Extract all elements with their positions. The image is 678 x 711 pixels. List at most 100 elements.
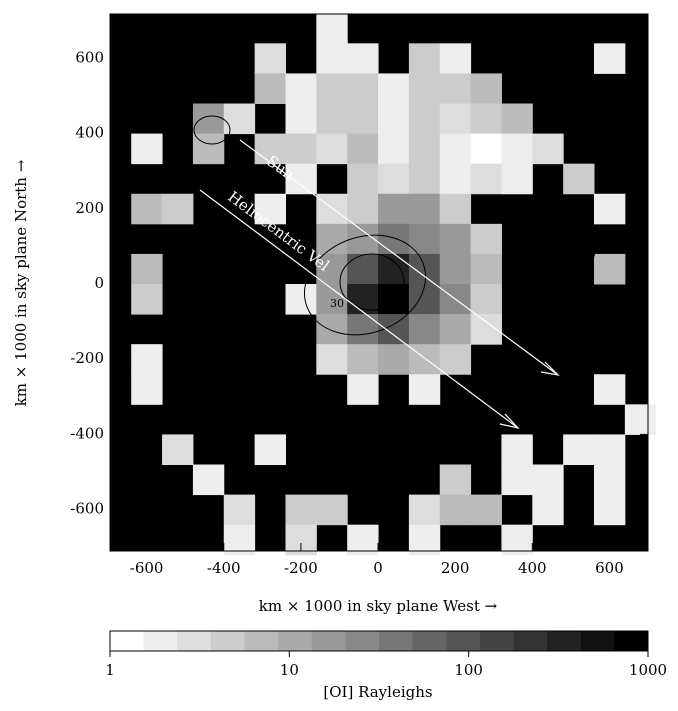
contour-label: 30 — [330, 297, 344, 310]
cell — [470, 223, 502, 255]
colorbar-step — [244, 631, 279, 651]
cell — [439, 103, 472, 135]
cell — [439, 223, 472, 255]
cell — [316, 133, 348, 165]
cell — [470, 494, 502, 526]
cell — [254, 43, 286, 74]
cell — [316, 494, 348, 526]
cell — [594, 253, 626, 285]
cell — [285, 103, 317, 135]
cell — [501, 163, 533, 195]
cell — [594, 43, 626, 74]
cell — [439, 163, 472, 195]
cell — [594, 193, 626, 225]
colorbar-tick-label: 1 — [105, 661, 115, 679]
cell — [316, 193, 348, 225]
colorbar-frame — [109, 630, 649, 652]
cell — [347, 253, 379, 285]
colorbar-step — [412, 631, 447, 651]
x-tick-label: 600 — [595, 559, 624, 577]
cell — [378, 344, 410, 375]
cell — [131, 133, 163, 165]
colorbar-step — [110, 631, 145, 651]
cell — [439, 494, 472, 526]
colorbar-step — [513, 631, 548, 651]
colorbar-step — [177, 631, 212, 651]
cell — [192, 103, 225, 135]
colorbar-step — [345, 631, 380, 651]
cell — [408, 284, 441, 315]
cell — [439, 464, 472, 496]
cell — [594, 374, 626, 405]
cell — [254, 193, 286, 225]
x-tick-label: -600 — [130, 559, 164, 577]
cell — [316, 103, 348, 135]
cell — [285, 163, 317, 195]
cell — [316, 253, 348, 285]
cell — [624, 404, 657, 435]
cell — [285, 73, 317, 104]
cell — [470, 73, 502, 104]
cell — [594, 434, 626, 466]
cell — [285, 494, 317, 526]
colorbar-label: [OI] Rayleighs — [323, 683, 432, 701]
cell — [408, 494, 441, 526]
y-tick-label: 600 — [75, 48, 104, 66]
x-axis-label: km × 1000 in sky plane West → — [259, 597, 498, 615]
cell — [408, 163, 441, 195]
cell — [285, 284, 317, 315]
cell — [408, 103, 441, 135]
cell — [501, 133, 533, 165]
cell — [470, 284, 502, 315]
cell — [470, 253, 502, 285]
cell — [439, 314, 472, 345]
cell — [285, 133, 317, 165]
cell — [316, 73, 348, 104]
cell — [378, 223, 410, 255]
colorbar-step — [547, 631, 582, 651]
cell — [347, 374, 379, 405]
cell — [563, 163, 595, 195]
colorbar-step — [379, 631, 414, 651]
cell — [347, 163, 379, 195]
cell — [439, 73, 472, 104]
colorbar-step — [580, 631, 615, 651]
cell — [408, 193, 441, 225]
cell — [316, 223, 348, 255]
cell — [563, 434, 595, 466]
cell — [470, 103, 502, 135]
x-tick-label: -400 — [207, 559, 241, 577]
cell — [470, 133, 502, 165]
heatmap — [131, 13, 657, 556]
cell — [378, 133, 410, 165]
cell — [131, 253, 163, 285]
cell — [347, 524, 379, 556]
cell — [316, 314, 348, 345]
cell — [439, 344, 472, 375]
cell — [378, 103, 410, 135]
cell — [532, 133, 564, 165]
cell — [347, 344, 379, 375]
cell — [378, 253, 410, 285]
cell — [131, 284, 163, 315]
cell — [470, 163, 502, 195]
cell — [131, 344, 163, 375]
colorbar-tick-label: 1000 — [629, 661, 667, 679]
x-tick-label: 200 — [441, 559, 470, 577]
cell — [408, 133, 441, 165]
colorbar-tick-label: 10 — [280, 661, 299, 679]
cell — [347, 314, 379, 345]
cell — [347, 133, 379, 165]
cell — [347, 193, 379, 225]
colorbar — [110, 631, 649, 651]
cell — [408, 314, 441, 345]
cell — [408, 374, 441, 405]
cell — [254, 73, 286, 104]
cell — [439, 133, 472, 165]
y-tick-label: 200 — [75, 199, 104, 217]
cell — [439, 43, 472, 74]
cell — [347, 73, 379, 104]
colorbar-step — [311, 631, 346, 651]
cell — [501, 464, 533, 496]
